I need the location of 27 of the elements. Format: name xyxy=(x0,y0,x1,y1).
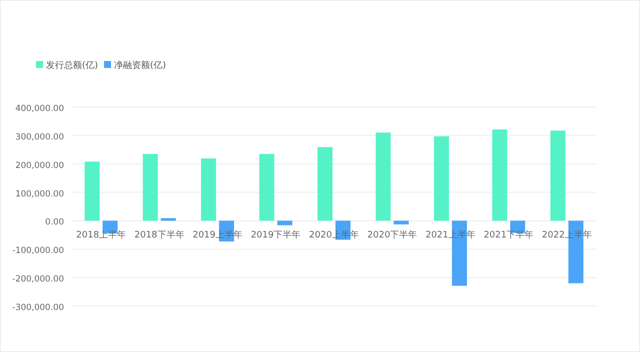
bar xyxy=(201,158,216,221)
y-tick-label: -100,000.00 xyxy=(12,246,64,256)
x-tick-label: 2021下半年 xyxy=(484,230,534,241)
x-tick-label: 2018上半年 xyxy=(76,230,126,241)
bar xyxy=(84,162,100,221)
y-tick-label: 300,000.00 xyxy=(15,132,64,142)
y-tick-label: -200,000.00 xyxy=(12,274,64,285)
bar xyxy=(259,154,274,221)
y-tick-label: -300,000.00 xyxy=(12,303,64,313)
bar xyxy=(376,132,391,221)
bar xyxy=(142,154,158,221)
legend-label: 发行总额(亿) xyxy=(46,60,98,71)
y-tick-label: 0.00 xyxy=(45,218,64,228)
bar xyxy=(492,129,508,221)
bar xyxy=(550,130,566,221)
bar xyxy=(277,220,292,226)
legend-label: 净融资额(亿) xyxy=(114,60,166,71)
y-tick-label: 100,000.00 xyxy=(15,189,64,200)
x-tick-label: 2020下半年 xyxy=(367,230,418,241)
bar xyxy=(318,147,332,221)
bar xyxy=(160,218,176,221)
y-tick-label: 400,000.00 xyxy=(15,104,64,114)
bar xyxy=(434,136,449,221)
x-tick-label: 2019下半年 xyxy=(250,230,301,241)
y-tick-label: 200,000.00 xyxy=(15,160,64,171)
bar xyxy=(394,220,409,224)
x-tick-label: 2018下半年 xyxy=(134,230,184,241)
